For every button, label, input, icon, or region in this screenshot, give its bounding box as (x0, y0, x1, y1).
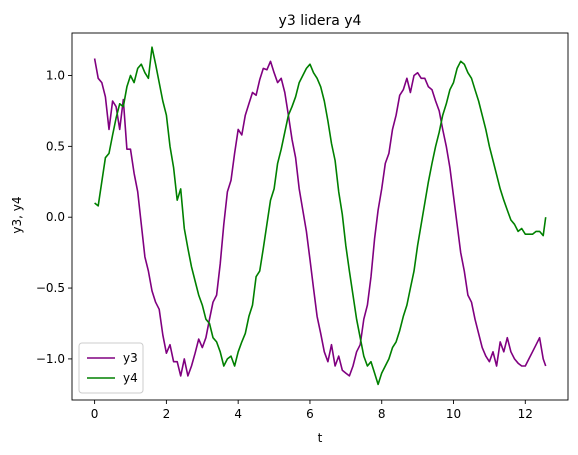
x-tick-label: 0 (91, 407, 99, 421)
x-tick-label: 6 (306, 407, 314, 421)
y-tick-label: 0.5 (46, 139, 65, 153)
x-axis: 0 2 4 6 8 10 12 (91, 400, 533, 421)
y-tick-label: −1.0 (36, 352, 65, 366)
x-tick-label: 8 (378, 407, 386, 421)
y-tick-label: 1.0 (46, 69, 65, 83)
x-tick-label: 4 (234, 407, 242, 421)
y-axis: −1.0 −0.5 0.0 0.5 1.0 (36, 69, 72, 366)
plot-area (71, 32, 569, 401)
y-tick-label: 0.0 (46, 210, 65, 224)
y-tick-label: −0.5 (36, 281, 65, 295)
legend-label-y4: y4 (123, 371, 138, 385)
legend-label-y3: y3 (123, 351, 138, 365)
series-y3-line (93, 58, 547, 377)
x-axis-label: t (318, 431, 323, 445)
y-axis-label: y3, y4 (10, 196, 24, 233)
series-y4-line (94, 46, 547, 386)
legend-box (78, 342, 144, 394)
x-tick-label: 2 (163, 407, 171, 421)
x-tick-label: 10 (446, 407, 461, 421)
x-tick-label: 12 (518, 407, 533, 421)
plot-frame (71, 32, 569, 401)
chart-title: y3 lidera y4 (279, 13, 362, 29)
